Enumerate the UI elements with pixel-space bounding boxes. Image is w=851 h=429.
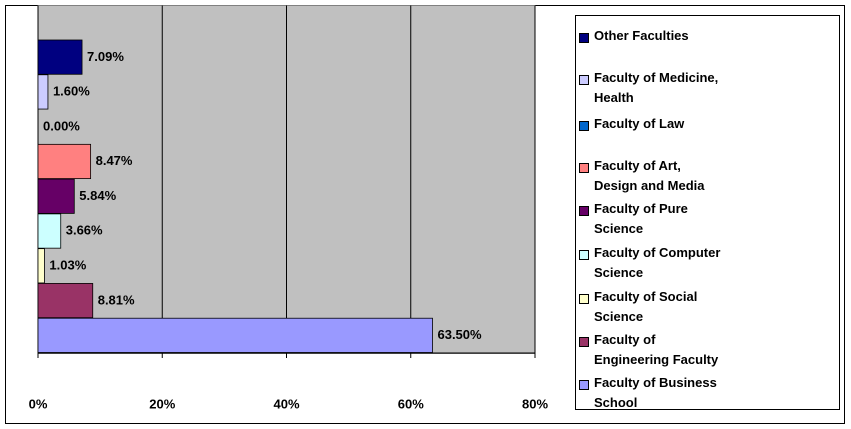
x-tick-label: 0% — [29, 396, 48, 411]
legend-swatch — [579, 380, 589, 390]
x-tick-label: 60% — [398, 396, 424, 411]
data-label: 8.47% — [96, 153, 133, 168]
legend-label: Faculty of Medicine, Health — [594, 70, 719, 105]
legend-entry: Faculty of Medicine, Health — [579, 70, 726, 108]
x-tick-label: 80% — [522, 396, 548, 411]
bar — [37, 39, 83, 75]
bar — [37, 213, 62, 249]
legend-swatch — [579, 75, 589, 85]
data-label: 1.03% — [49, 257, 86, 272]
x-tick-label: 40% — [273, 396, 299, 411]
legend-entry: Faculty of Engineering Faculty — [579, 332, 726, 370]
legend-entry: Other Faculties — [579, 28, 726, 46]
legend-swatch — [579, 33, 589, 43]
bar — [37, 178, 75, 214]
bar — [37, 143, 92, 180]
bar — [37, 74, 49, 110]
legend-label: Faculty of Computer Science — [594, 245, 721, 280]
bar — [37, 317, 433, 353]
legend-swatch — [579, 337, 589, 347]
data-label: 5.84% — [79, 188, 116, 203]
legend-entry: Faculty of Law — [579, 116, 726, 134]
legend-entry: Faculty of Social Science — [579, 289, 726, 327]
legend-swatch — [579, 121, 589, 131]
data-label: 7.09% — [87, 49, 124, 64]
data-label: 0.00% — [43, 118, 80, 133]
data-label: 63.50% — [437, 327, 482, 342]
legend: Other Faculties Faculty of Medicine, Heal… — [575, 15, 840, 410]
bar — [37, 248, 45, 284]
legend-label: Other Faculties — [594, 28, 689, 43]
legend-entry: Faculty of Art, Design and Media — [579, 158, 726, 196]
legend-label: Faculty of Business School — [594, 375, 717, 410]
legend-entry: Faculty of Computer Science — [579, 245, 726, 283]
legend-label: Faculty of Law — [594, 116, 685, 131]
legend-swatch — [579, 206, 589, 216]
legend-label: Faculty of Pure Science — [594, 201, 688, 236]
data-label: 1.60% — [53, 84, 90, 99]
legend-entry: Faculty of Business School — [579, 375, 726, 413]
x-tick-label: 20% — [149, 396, 175, 411]
data-label: 8.81% — [98, 292, 135, 307]
legend-swatch — [579, 250, 589, 260]
legend-label: Faculty of Engineering Faculty — [594, 332, 719, 367]
legend-swatch — [579, 163, 589, 173]
legend-swatch — [579, 294, 589, 304]
legend-label: Faculty of Art, Design and Media — [594, 158, 705, 193]
bar — [37, 283, 94, 319]
legend-entry: Faculty of Pure Science — [579, 201, 726, 239]
legend-label: Faculty of Social Science — [594, 289, 698, 324]
data-label: 3.66% — [66, 223, 103, 238]
